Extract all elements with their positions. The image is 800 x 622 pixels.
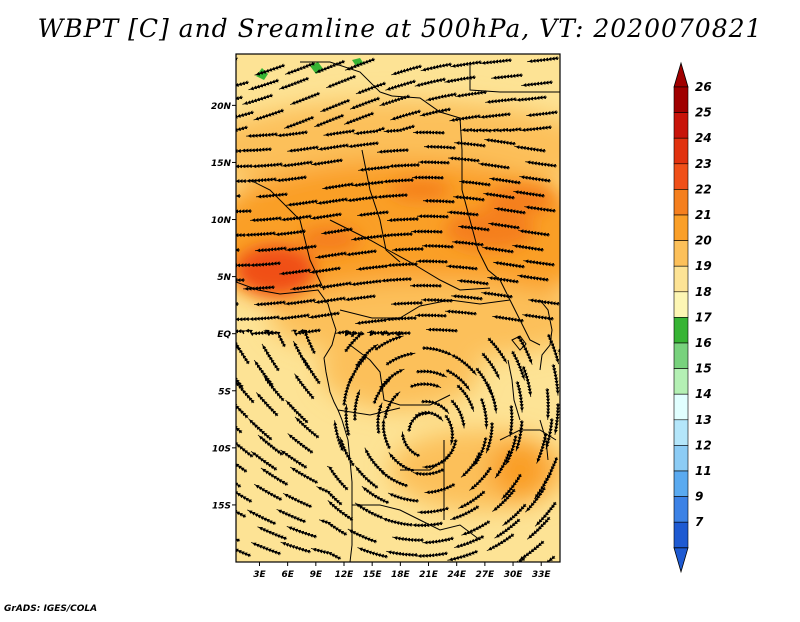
- colorbar-label: 26: [695, 80, 712, 94]
- colorbar-label: 25: [695, 106, 712, 120]
- colorbar-segment: [674, 317, 688, 343]
- colorbar-segment: [674, 522, 688, 548]
- colorbar: 26 25 24 23 22 21 20 19 18 17 16 15 14 13 12 11 9 7: [674, 63, 712, 572]
- colorbar-segment: [674, 113, 688, 139]
- colorbar-segment: [674, 292, 688, 318]
- lon-label: 33E: [532, 570, 552, 580]
- colorbar-label: 16: [695, 336, 712, 350]
- colorbar-label: 11: [695, 464, 712, 478]
- colorbar-label: 24: [695, 131, 712, 145]
- colorbar-label: 7: [695, 515, 704, 529]
- lon-label: 3E: [253, 570, 266, 580]
- streamline: [207, 58, 238, 65]
- colorbar-segment: [674, 164, 688, 190]
- colorbar-label: 23: [695, 157, 712, 171]
- colorbar-label: 18: [695, 285, 712, 299]
- colorbar-segment: [674, 138, 688, 164]
- colorbar-bottom-arrow: [674, 548, 688, 572]
- colorbar-segment: [674, 369, 688, 395]
- colorbar-segment: [674, 215, 688, 241]
- lon-label: 18E: [391, 570, 411, 580]
- colorbar-segment: [674, 343, 688, 369]
- colorbar-top-arrow: [674, 63, 688, 87]
- streamline: [207, 303, 239, 304]
- streamline: [410, 286, 442, 287]
- colorbar-label: 14: [695, 387, 712, 401]
- field-hot-ne: [485, 185, 555, 215]
- longitude-axis: 3E 6E 9E 12E 15E 18E 21E 24E 27E 30E 33E: [253, 562, 551, 580]
- field-congo: [320, 330, 480, 410]
- colorbar-label: 22: [695, 182, 712, 196]
- colorbar-label: 13: [695, 413, 712, 427]
- lon-label: 15E: [363, 570, 383, 580]
- lon-label: 21E: [419, 570, 439, 580]
- lat-label: 10N: [211, 216, 232, 226]
- colorbar-label: 20: [695, 234, 712, 248]
- field-lake: [490, 440, 550, 500]
- colorbar-segment: [674, 445, 688, 471]
- grads-credit: GrADS: IGES/COLA: [4, 604, 97, 614]
- lat-label: 5S: [218, 387, 231, 397]
- lon-label: 12E: [335, 570, 355, 580]
- colorbar-label: 21: [695, 208, 712, 222]
- lon-label: 24E: [447, 570, 467, 580]
- lon-label: 27E: [476, 570, 496, 580]
- lon-label: 9E: [310, 570, 323, 580]
- colorbar-segment: [674, 420, 688, 446]
- colorbar-label: 12: [695, 438, 712, 452]
- colorbar-segment: [674, 87, 688, 113]
- colorbar-label: 17: [695, 310, 712, 324]
- latitude-axis: 20N 15N 10N 5N EQ 5S 10S 15S: [211, 102, 236, 512]
- lat-label: 20N: [211, 102, 232, 112]
- lat-label: 15N: [211, 159, 232, 169]
- colorbar-label: 9: [695, 490, 703, 504]
- colorbar-segment: [674, 241, 688, 267]
- colorbar-segment: [674, 471, 688, 497]
- colorbar-segment: [674, 189, 688, 215]
- lon-label: 6E: [281, 570, 294, 580]
- streamline: [214, 235, 246, 236]
- lon-label: 30E: [504, 570, 524, 580]
- colorbar-segment: [674, 497, 688, 523]
- lat-label: 5N: [217, 273, 231, 283]
- lat-label: EQ: [217, 330, 231, 340]
- field-hot-mid: [390, 180, 450, 200]
- lat-label: 15S: [212, 501, 231, 511]
- colorbar-label: 19: [695, 259, 712, 273]
- streamline: [215, 181, 247, 182]
- colorbar-label: 15: [695, 362, 712, 376]
- streamline: [208, 249, 240, 250]
- lat-label: 10S: [212, 444, 231, 454]
- colorbar-segment: [674, 266, 688, 292]
- colorbar-segment: [674, 394, 688, 420]
